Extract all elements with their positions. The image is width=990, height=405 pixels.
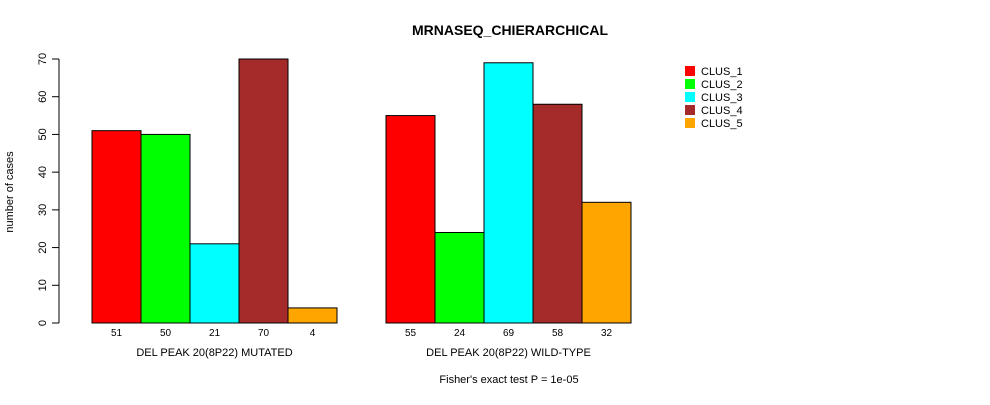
y-tick-label-2: 20 <box>37 241 49 253</box>
bar-1-clus-3 <box>189 243 240 324</box>
legend-swatch-clus-1 <box>685 66 695 76</box>
y-tick-label-3: 30 <box>37 204 49 216</box>
fisher-test-footnote: Fisher's exact test P = 1e-05 <box>439 374 578 386</box>
legend-swatch-clus-5 <box>685 118 695 128</box>
count-label-2-1: 55 <box>405 328 417 339</box>
y-axis-label: number of cases <box>4 151 16 233</box>
bar-2-clus-5 <box>581 201 632 324</box>
bar-2-clus-1 <box>385 115 436 324</box>
y-tick-label-4: 40 <box>37 166 49 178</box>
legend-swatch-clus-3 <box>685 92 695 102</box>
bar-1-clus-2 <box>140 133 191 324</box>
count-label-2-4: 58 <box>552 328 564 339</box>
legend-label-clus-5: CLUS_5 <box>701 118 743 130</box>
chart-title: MRNASEQ_CHIERARCHICAL <box>412 22 608 38</box>
y-tick-label-0: 0 <box>37 320 49 326</box>
y-tick-label-6: 60 <box>37 91 49 103</box>
count-label-1-4: 70 <box>258 328 270 339</box>
bar-2-clus-3 <box>483 62 534 324</box>
y-tick-label-5: 50 <box>37 128 49 140</box>
legend-swatch-clus-4 <box>685 105 695 115</box>
legend-label-clus-2: CLUS_2 <box>701 79 743 91</box>
bar-2-clus-2 <box>434 231 485 324</box>
y-tick-label-1: 10 <box>37 279 49 291</box>
legend-label-clus-3: CLUS_3 <box>701 92 743 104</box>
count-label-1-2: 50 <box>160 328 172 339</box>
y-tick-label-7: 70 <box>37 53 49 65</box>
group-label-1: DEL PEAK 20(8P22) MUTATED <box>136 347 292 359</box>
bar-1-clus-1 <box>91 130 142 324</box>
labels-layer: 0 10 20 30 40 50 60 70 51 50 21 70 4 DEL PEAK 20(8P22… <box>37 53 613 359</box>
bars-layer <box>91 58 632 324</box>
bar-2-clus-4 <box>532 103 583 324</box>
count-label-2-2: 24 <box>454 328 466 339</box>
legend-label-clus-4: CLUS_4 <box>701 105 743 117</box>
count-label-1-3: 21 <box>209 328 221 339</box>
bar-1-clus-5 <box>287 307 338 324</box>
count-label-2-5: 32 <box>601 328 613 339</box>
count-label-1-5: 4 <box>310 328 316 339</box>
axes-layer <box>52 58 60 324</box>
count-label-1-1: 51 <box>111 328 123 339</box>
group-label-2: DEL PEAK 20(8P22) WILD-TYPE <box>426 347 591 359</box>
bar-1-clus-4 <box>238 58 289 324</box>
count-label-2-3: 69 <box>503 328 515 339</box>
legend-label-clus-1: CLUS_1 <box>701 66 743 78</box>
legend-swatch-clus-2 <box>685 79 695 89</box>
